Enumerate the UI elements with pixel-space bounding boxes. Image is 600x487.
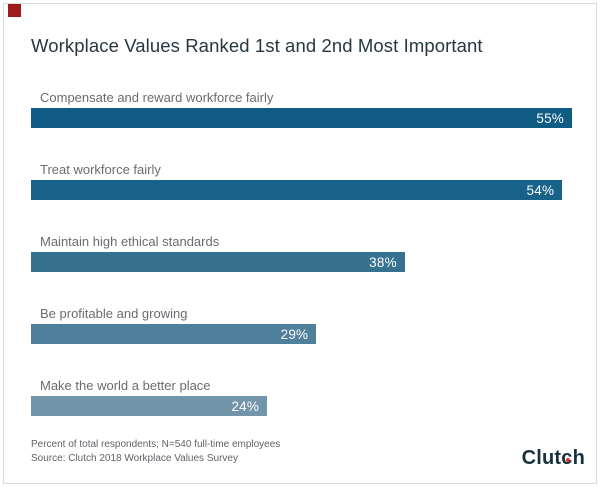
- clutch-logo-red-dot-icon: [565, 457, 571, 462]
- bar: 29%: [31, 324, 317, 344]
- clutch-logo: Clutch: [522, 447, 585, 470]
- bar-value-label: 29%: [280, 326, 309, 342]
- bar-row: Be profitable and growing 29%: [31, 306, 572, 376]
- clutch-logo-text-end: h: [572, 447, 585, 469]
- corner-marker-square: [8, 4, 21, 17]
- bar: 38%: [31, 252, 405, 272]
- bar-row: Maintain high ethical standards 38%: [31, 234, 572, 304]
- bar-chart: Compensate and reward workforce fairly 55…: [31, 88, 572, 448]
- footnote-source: Source: Clutch 2018 Workplace Values Sur…: [31, 453, 238, 464]
- bar-value-label: 38%: [369, 254, 397, 270]
- bar: 55%: [31, 108, 572, 128]
- bar-category-label: Be profitable and growing: [40, 306, 188, 321]
- bar-row: Treat workforce fairly 54%: [31, 162, 572, 232]
- bar: 54%: [31, 180, 563, 200]
- footnote-respondents: Percent of total respondents; N=540 full…: [31, 439, 281, 450]
- bar-value-label: 24%: [231, 398, 260, 414]
- bar: 24%: [31, 396, 268, 416]
- chart-title: Workplace Values Ranked 1st and 2nd Most…: [31, 35, 483, 56]
- bar-row: Compensate and reward workforce fairly 55…: [31, 90, 572, 160]
- bar-value-label: 55%: [536, 110, 564, 126]
- bar-category-label: Treat workforce fairly: [40, 162, 161, 177]
- bar-category-label: Compensate and reward workforce fairly: [40, 90, 274, 105]
- clutch-logo-c: c: [561, 447, 572, 470]
- chart-card: Workplace Values Ranked 1st and 2nd Most…: [3, 3, 597, 484]
- bar-category-label: Maintain high ethical standards: [40, 234, 220, 249]
- bar-category-label: Make the world a better place: [40, 378, 211, 393]
- chart-footnote: Percent of total respondents; N=540 full…: [31, 438, 280, 466]
- bar-value-label: 54%: [526, 182, 555, 198]
- bar-row: Make the world a better place 24%: [31, 378, 572, 448]
- clutch-logo-text-start: Clut: [521, 447, 562, 469]
